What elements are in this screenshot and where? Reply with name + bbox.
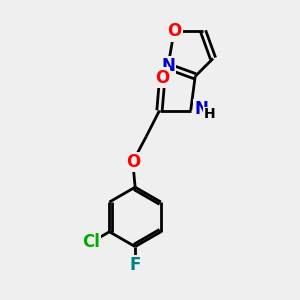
Text: O: O (167, 22, 181, 40)
Text: F: F (130, 256, 141, 274)
Text: Cl: Cl (82, 233, 100, 251)
Text: H: H (204, 107, 215, 122)
Text: N: N (194, 100, 208, 118)
Text: N: N (161, 57, 175, 75)
Text: O: O (155, 69, 169, 87)
Text: O: O (126, 153, 140, 171)
